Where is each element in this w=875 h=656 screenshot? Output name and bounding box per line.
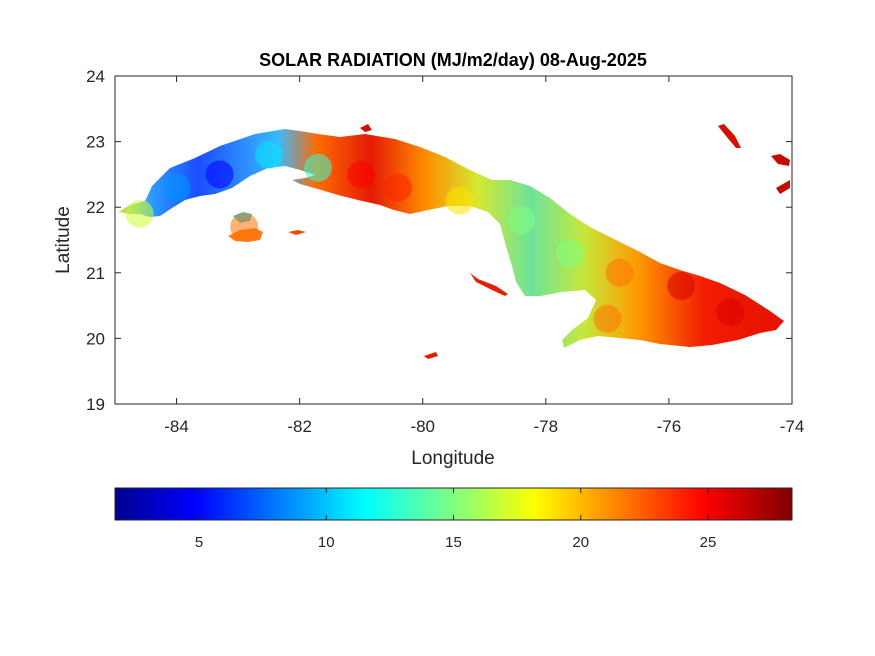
y-tick-label: 23 <box>86 133 105 152</box>
cayo-shape-4 <box>360 124 372 132</box>
y-axis: 19 20 21 22 23 24 <box>86 67 792 414</box>
cayo-shape-2 <box>771 154 790 166</box>
cayo-shape-3 <box>776 180 790 194</box>
y-tick-label: 21 <box>86 264 105 283</box>
x-tick-label: -82 <box>287 417 312 436</box>
x-tick-label: -84 <box>164 417 189 436</box>
y-tick-label: 24 <box>86 67 105 86</box>
chart-title: SOLAR RADIATION (MJ/m2/day) 08-Aug-2025 <box>259 50 647 70</box>
y-tick-label: 20 <box>86 329 105 348</box>
x-tick-label: -74 <box>780 417 805 436</box>
heatmap-sample-point <box>556 239 585 268</box>
x-tick-label: -80 <box>410 417 435 436</box>
heatmap-sample-point <box>667 271 696 300</box>
colorbar: 5 10 15 20 25 <box>114 487 793 551</box>
heatmap-sample-point <box>605 258 634 287</box>
heatmap-sample-point <box>384 173 413 202</box>
cayo-shape-6 <box>470 273 508 296</box>
y-tick-label: 22 <box>86 198 105 217</box>
x-axis-title: Longitude <box>411 448 494 469</box>
y-axis-title: Latitude <box>53 206 74 274</box>
heatmap-sample-point <box>593 304 622 333</box>
x-tick-label: -76 <box>657 417 682 436</box>
colorbar-tick-label: 15 <box>445 534 462 551</box>
colorbar-tick-label: 20 <box>572 534 589 551</box>
heatmap-sample-point <box>304 153 333 182</box>
heatmap-sample-point <box>125 199 154 228</box>
heatmap-sample-point <box>507 206 536 235</box>
colorbar-tick-label: 25 <box>700 534 717 551</box>
plot-area: -84 -82 -80 -78 -76 -74 19 20 21 22 23 24 <box>86 67 804 436</box>
heatmap-sample-point <box>162 173 191 202</box>
heatmap-layer <box>118 124 790 359</box>
colorbar-tick-label: 10 <box>318 534 335 551</box>
heatmap-sample-point <box>347 160 376 189</box>
cayo-shape-7 <box>288 230 306 235</box>
heatmap-sample-point <box>254 140 283 169</box>
colorbar-ticks: 5 10 15 20 25 <box>195 488 717 551</box>
data-points <box>125 140 745 333</box>
heatmap-sample-point <box>716 298 745 327</box>
cayo-shape-1 <box>718 124 741 148</box>
x-axis: -84 -82 -80 -78 -76 -74 <box>164 76 804 436</box>
colorbar-gradient <box>114 487 793 521</box>
plot-background <box>115 76 792 404</box>
plot-border <box>114 75 793 405</box>
x-tick-label: -78 <box>534 417 559 436</box>
y-tick-label: 19 <box>86 395 105 414</box>
heatmap-sample-point <box>205 160 234 189</box>
heatmap-sample-point <box>445 186 474 215</box>
cayo-shape-5 <box>424 352 438 359</box>
main-island-shape <box>118 129 784 348</box>
heatmap-sample-point <box>230 212 259 241</box>
colorbar-tick-label: 5 <box>195 534 203 551</box>
